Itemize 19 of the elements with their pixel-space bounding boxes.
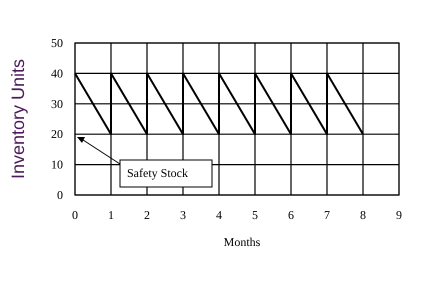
x-tick-label: 7 [324,208,330,222]
x-tick-label: 6 [288,208,294,222]
x-tick-label: 4 [216,208,222,222]
y-tick-label: 40 [51,66,63,80]
y-tick-label: 30 [51,96,63,111]
x-tick-label: 8 [360,208,366,222]
x-tick-label: 2 [144,208,150,222]
y-tick-label: 0 [57,188,63,202]
x-tick-label: 0 [72,208,78,222]
x-tick-label: 5 [252,208,258,222]
x-tick-label: 9 [396,208,402,222]
x-tick-label: 3 [180,208,186,222]
annotation: Safety Stock [127,166,188,180]
y-tick-label: 10 [51,158,63,172]
x-tick-label: 1 [108,208,114,222]
y-tick-label: 20 [51,127,63,142]
x-axis-title: Months [224,235,261,249]
y-axis-title: Inventory Units [8,58,28,180]
y-tick-label: 50 [51,36,63,50]
